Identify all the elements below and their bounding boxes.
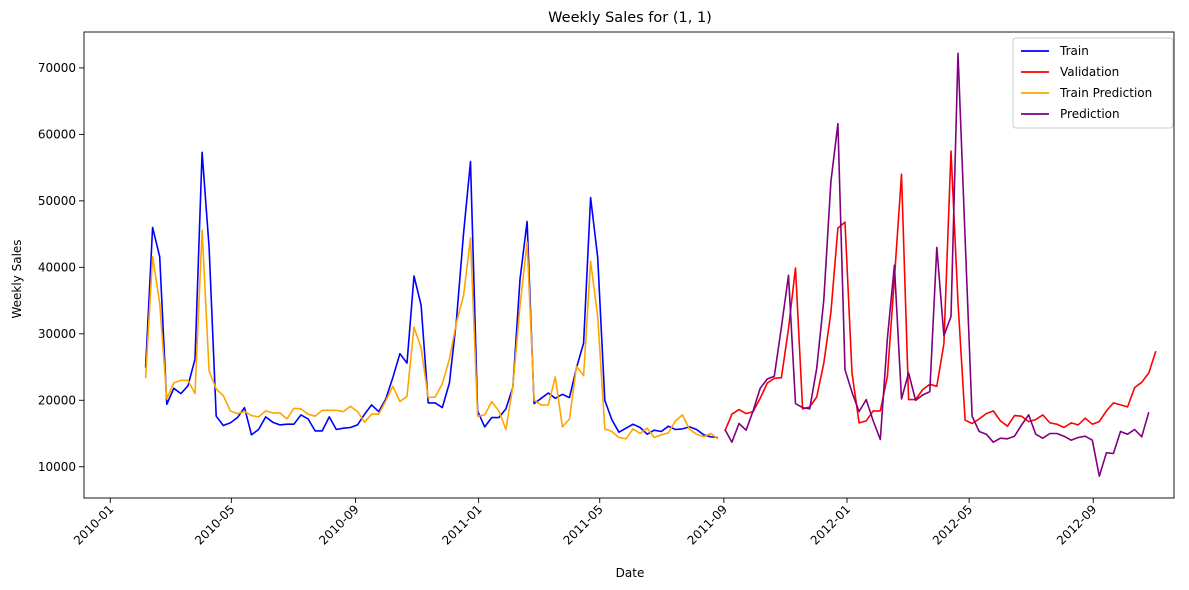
y-tick-label: 40000 [38,260,76,274]
legend: Train Validation Train Prediction Predictio… [1012,37,1174,129]
y-tick-label: 50000 [38,194,76,208]
series-line-train-prediction [144,229,719,440]
y-tick-label: 60000 [38,127,76,141]
y-tick-label: 20000 [38,393,76,407]
plot-frame [83,31,1175,499]
y-tick-label: 30000 [38,327,76,341]
legend-label: Prediction [1060,107,1120,121]
legend-frame [1012,37,1174,129]
y-axis-label: Weekly Sales [10,239,24,318]
plot-area [83,31,1175,499]
series-line-validation [724,150,1157,432]
y-tick-label: 10000 [38,460,76,474]
legend-label: Train Prediction [1059,86,1152,100]
series-layer [144,52,1157,477]
y-axis: 10000 20000 30000 40000 50000 60000 70000 [38,61,84,474]
x-axis-label: Date [616,566,645,580]
y-tick-label: 70000 [38,61,76,75]
legend-label: Validation [1060,65,1119,79]
series-line-prediction [724,52,1150,477]
legend-label: Train [1059,44,1089,58]
chart-title: Weekly Sales for (1, 1) [548,10,712,26]
